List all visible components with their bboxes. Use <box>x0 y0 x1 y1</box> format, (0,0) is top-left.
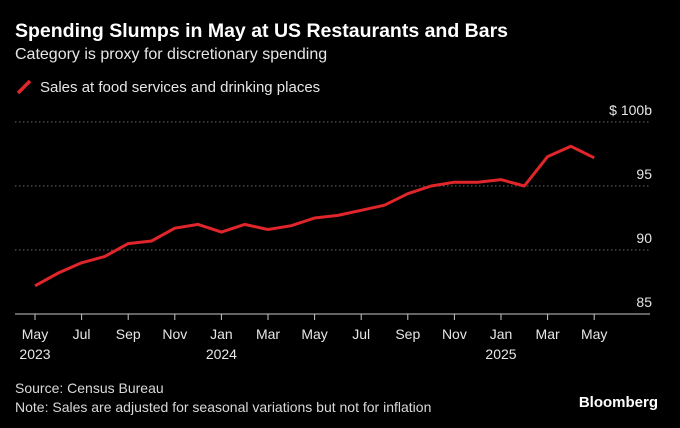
legend: Sales at food services and drinking plac… <box>15 78 320 96</box>
data-point <box>593 157 595 159</box>
x-axis: May 2023 Jul Sep Nov Jan 2024 Mar May Jul Sep Nov Ja… <box>15 313 650 362</box>
data-point <box>104 255 106 257</box>
chart-title: Spending Slumps in May at US Restaurants… <box>15 20 509 42</box>
data-point <box>337 214 339 216</box>
data-point <box>220 231 222 233</box>
data-point <box>546 155 548 157</box>
y-tick-label: 90 <box>636 230 652 246</box>
x-tick-label: May <box>301 326 327 342</box>
data-point <box>267 228 269 230</box>
x-tick-label: Jan <box>490 326 513 342</box>
data-point <box>477 181 479 183</box>
data-point <box>407 192 409 194</box>
x-tick-label: Nov <box>162 326 187 342</box>
data-point <box>313 217 315 219</box>
legend-line-icon <box>16 79 32 95</box>
x-tick-label: Sep <box>116 326 141 342</box>
data-point <box>80 262 82 264</box>
y-tick-label: 95 <box>636 166 652 182</box>
x-tick-label: Mar <box>536 326 560 342</box>
x-tick-year-label: 2025 <box>485 346 516 362</box>
data-point <box>290 224 292 226</box>
x-tick-label: Nov <box>442 326 467 342</box>
source-note: Source: Census Bureau <box>15 380 164 396</box>
data-point <box>197 223 199 225</box>
chart-subtitle: Category is proxy for discretionary spen… <box>15 46 328 63</box>
x-tick-year-label: 2023 <box>19 346 50 362</box>
data-point <box>57 272 59 274</box>
y-tick-label: 85 <box>636 294 652 310</box>
data-point <box>150 240 152 242</box>
data-point <box>500 178 502 180</box>
x-tick-label: Jul <box>73 326 91 342</box>
footnote: Note: Sales are adjusted for seasonal va… <box>15 399 432 415</box>
gridlines <box>15 121 650 251</box>
x-tick-label: May <box>581 326 607 342</box>
data-point <box>453 181 455 183</box>
data-point <box>34 285 36 287</box>
series-layer <box>34 144 595 288</box>
data-point <box>174 227 176 229</box>
data-point <box>523 185 525 187</box>
y-axis-labels: $ 100b 95 90 85 <box>609 102 652 310</box>
x-tick-label: Jan <box>210 326 233 342</box>
data-point <box>244 223 246 225</box>
x-tick-label: Jul <box>352 326 370 342</box>
data-point <box>360 209 362 211</box>
y-tick-label: $ 100b <box>609 102 652 118</box>
data-point <box>570 145 572 147</box>
bloomberg-logo: Bloomberg <box>578 394 658 411</box>
legend-label: Sales at food services and drinking plac… <box>40 78 321 96</box>
series-line <box>34 144 595 288</box>
data-point <box>127 242 129 244</box>
x-tick-label: Mar <box>256 326 280 342</box>
x-tick-label: Sep <box>395 326 420 342</box>
data-point <box>430 185 432 187</box>
x-tick-label: May <box>22 326 48 342</box>
data-point <box>383 204 385 206</box>
x-tick-year-label: 2024 <box>206 346 237 362</box>
